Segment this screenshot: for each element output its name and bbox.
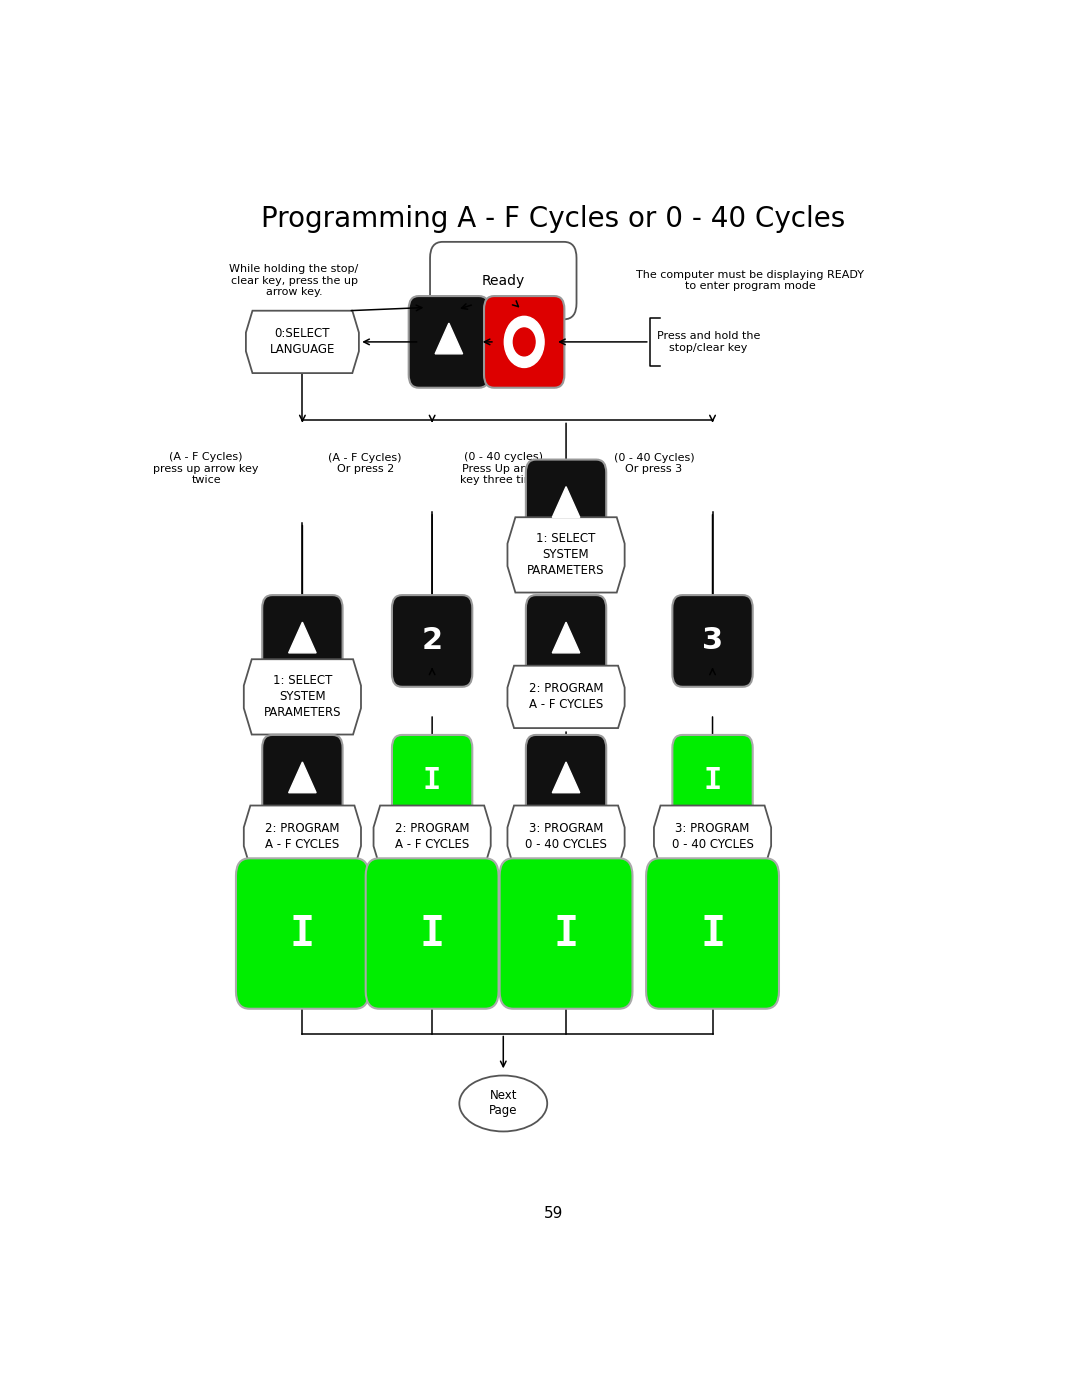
FancyBboxPatch shape bbox=[235, 858, 369, 1009]
Text: (A - F Cycles)
Or press 2: (A - F Cycles) Or press 2 bbox=[328, 453, 402, 474]
Text: (0 - 40 cycles)
Press Up arrow
key three times: (0 - 40 cycles) Press Up arrow key three… bbox=[460, 453, 546, 485]
Polygon shape bbox=[552, 486, 580, 517]
Ellipse shape bbox=[459, 1076, 548, 1132]
Circle shape bbox=[513, 328, 535, 356]
Polygon shape bbox=[246, 310, 359, 373]
FancyBboxPatch shape bbox=[262, 735, 342, 827]
Text: 0:SELECT
LANGUAGE: 0:SELECT LANGUAGE bbox=[270, 327, 335, 356]
FancyBboxPatch shape bbox=[526, 460, 606, 552]
Text: Programming A - F Cycles or 0 - 40 Cycles: Programming A - F Cycles or 0 - 40 Cycle… bbox=[261, 205, 846, 233]
Text: I: I bbox=[554, 912, 579, 954]
FancyBboxPatch shape bbox=[366, 858, 499, 1009]
Polygon shape bbox=[508, 517, 624, 592]
FancyBboxPatch shape bbox=[430, 242, 577, 320]
Text: I: I bbox=[289, 912, 315, 954]
Polygon shape bbox=[244, 806, 361, 868]
FancyBboxPatch shape bbox=[262, 595, 342, 687]
Polygon shape bbox=[244, 659, 361, 735]
Text: I: I bbox=[423, 767, 442, 795]
Text: While holding the stop/
clear key, press the up
arrow key.: While holding the stop/ clear key, press… bbox=[229, 264, 359, 298]
Text: 2: 2 bbox=[421, 626, 443, 655]
Text: The computer must be displaying READY
to enter program mode: The computer must be displaying READY to… bbox=[636, 270, 864, 292]
Circle shape bbox=[504, 316, 544, 367]
Text: 3: PROGRAM
0 - 40 CYCLES: 3: PROGRAM 0 - 40 CYCLES bbox=[525, 823, 607, 851]
FancyBboxPatch shape bbox=[646, 858, 779, 1009]
Polygon shape bbox=[508, 806, 624, 868]
Text: (A - F Cycles)
press up arrow key
twice: (A - F Cycles) press up arrow key twice bbox=[153, 453, 259, 485]
Text: Next
Page: Next Page bbox=[489, 1090, 517, 1118]
Text: 2: PROGRAM
A - F CYCLES: 2: PROGRAM A - F CYCLES bbox=[395, 823, 470, 851]
FancyBboxPatch shape bbox=[526, 595, 606, 687]
FancyBboxPatch shape bbox=[484, 296, 565, 388]
Polygon shape bbox=[552, 622, 580, 652]
Text: 1: SELECT
SYSTEM
PARAMETERS: 1: SELECT SYSTEM PARAMETERS bbox=[527, 532, 605, 577]
Text: 3: 3 bbox=[702, 626, 724, 655]
Text: I: I bbox=[420, 912, 445, 954]
Polygon shape bbox=[435, 323, 462, 353]
Text: 59: 59 bbox=[544, 1206, 563, 1221]
Polygon shape bbox=[288, 622, 316, 652]
Polygon shape bbox=[508, 666, 624, 728]
Text: 2: PROGRAM
A - F CYCLES: 2: PROGRAM A - F CYCLES bbox=[266, 823, 339, 851]
FancyBboxPatch shape bbox=[673, 735, 753, 827]
Text: I: I bbox=[700, 912, 725, 954]
FancyBboxPatch shape bbox=[392, 595, 472, 687]
FancyBboxPatch shape bbox=[392, 735, 472, 827]
Polygon shape bbox=[552, 761, 580, 792]
FancyBboxPatch shape bbox=[408, 296, 489, 388]
Text: 2: PROGRAM
A - F CYCLES: 2: PROGRAM A - F CYCLES bbox=[529, 682, 604, 711]
Polygon shape bbox=[374, 806, 490, 868]
Polygon shape bbox=[653, 806, 771, 868]
FancyBboxPatch shape bbox=[673, 595, 753, 687]
Text: I: I bbox=[703, 767, 721, 795]
Text: 1: SELECT
SYSTEM
PARAMETERS: 1: SELECT SYSTEM PARAMETERS bbox=[264, 675, 341, 719]
Text: Ready: Ready bbox=[482, 274, 525, 288]
FancyBboxPatch shape bbox=[526, 735, 606, 827]
FancyBboxPatch shape bbox=[500, 858, 633, 1009]
Text: Press and hold the
stop/clear key: Press and hold the stop/clear key bbox=[657, 331, 760, 352]
Text: 3: PROGRAM
0 - 40 CYCLES: 3: PROGRAM 0 - 40 CYCLES bbox=[672, 823, 754, 851]
Polygon shape bbox=[288, 761, 316, 792]
Text: (0 - 40 Cycles)
Or press 3: (0 - 40 Cycles) Or press 3 bbox=[613, 453, 694, 474]
